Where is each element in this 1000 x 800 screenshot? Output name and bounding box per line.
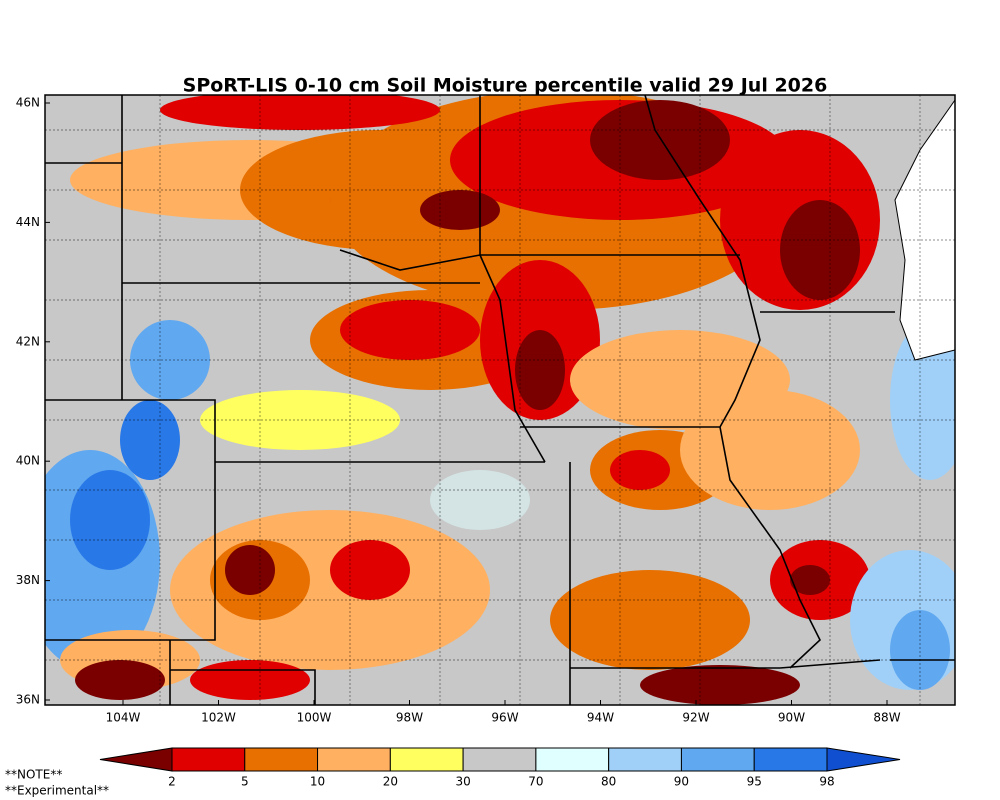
- colorbar-segment: [535, 747, 610, 772]
- colorbar-segment: [680, 747, 755, 772]
- lon-label: 90W: [778, 711, 805, 725]
- lon-label: 94W: [587, 711, 614, 725]
- colorbar-label: 20: [383, 775, 398, 789]
- lat-label: 46N: [16, 96, 40, 110]
- colorbar-high: [826, 747, 901, 772]
- colorbar-segment: [608, 747, 682, 772]
- lat-label: 44N: [16, 215, 40, 229]
- colorbar-segment: [389, 747, 464, 772]
- lat-label: 36N: [16, 693, 40, 707]
- lon-label: 92W: [682, 711, 709, 725]
- colorbar-segment: [244, 747, 319, 772]
- lat-label: 40N: [16, 454, 40, 468]
- colorbar-label: 98: [819, 775, 834, 789]
- note: **NOTE**: [5, 768, 62, 782]
- lon-label: 98W: [396, 711, 423, 725]
- lon-label: 100W: [297, 711, 332, 725]
- map-field: [45, 95, 955, 705]
- lon-label: 88W: [873, 711, 900, 725]
- colorbar-segment: [753, 747, 828, 772]
- lat-label: 42N: [16, 334, 40, 348]
- colorbar-label: 10: [310, 775, 325, 789]
- colorbar-segment: [317, 747, 391, 772]
- colorbar-label: 90: [674, 775, 689, 789]
- colorbar-label: 2: [168, 775, 176, 789]
- colorbar-label: 95: [747, 775, 762, 789]
- colorbar-segment: [462, 747, 537, 772]
- colorbar-segment: [171, 747, 246, 772]
- colorbar-label: 80: [601, 775, 616, 789]
- colorbar-label: 5: [241, 775, 249, 789]
- title: SPoRT-LIS 0-10 cm Soil Moisture percenti…: [183, 75, 828, 97]
- map-frame: [44, 94, 956, 706]
- lat-label: 38N: [16, 573, 40, 587]
- note: **Experimental**: [5, 784, 109, 798]
- lon-label: 96W: [491, 711, 518, 725]
- colorbar-low: [99, 747, 173, 772]
- colorbar-label: 30: [455, 775, 470, 789]
- lon-label: 104W: [106, 711, 141, 725]
- lon-label: 102W: [201, 711, 236, 725]
- colorbar-label: 70: [528, 775, 543, 789]
